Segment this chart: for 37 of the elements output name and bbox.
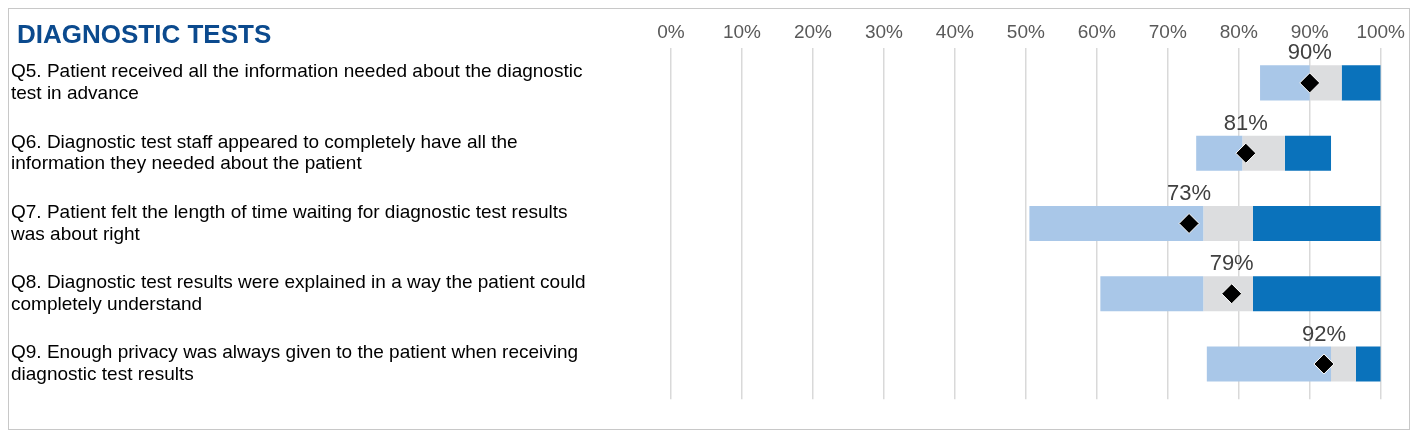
data-label: 90%: [1287, 39, 1332, 65]
point: [1313, 353, 1335, 375]
x-tick-label: 90%: [1290, 20, 1329, 42]
point: [1235, 142, 1257, 164]
x-tick-label: 10%: [722, 20, 762, 42]
x-tick-label: 0%: [657, 20, 685, 42]
bar: [1341, 65, 1381, 101]
x-tick-label: 70%: [1148, 20, 1187, 42]
bar: [1355, 346, 1381, 382]
x-tick-label: 100%: [1356, 20, 1406, 42]
bar: [1252, 276, 1381, 312]
x-tick-label: 80%: [1219, 20, 1258, 42]
bar: [1284, 135, 1332, 171]
x-tick-label: 40%: [935, 20, 974, 42]
y-tick-label: Q6. Diagnostic test staff appeared to completely have all the information they needed about the patient: [11, 130, 518, 174]
x-tick-label: 60%: [1077, 20, 1116, 42]
data-label: 81%: [1223, 109, 1268, 135]
data-label: 79%: [1209, 250, 1254, 276]
bar: [1029, 205, 1204, 242]
y-tick-label: Q5. Patient received all the information needed about the diagnostic test in advance: [11, 60, 583, 104]
text: DIAGNOSTIC TESTS: [17, 19, 272, 50]
bar: [1260, 65, 1310, 101]
bar: [1252, 205, 1381, 242]
bar: [1331, 346, 1356, 382]
y-tick-label: Q8. Diagnostic test results were explained in a way the patient could completely understand: [11, 271, 586, 314]
y-tick-label: Q9. Enough privacy was always given to the patient when receiving diagnostic test results: [11, 341, 579, 385]
point: [1178, 212, 1200, 234]
x-tick-label: 30%: [864, 20, 904, 42]
y-tick-label: Q7. Patient felt the length of time waiting for diagnostic test results was about right: [10, 200, 568, 244]
bar: [1196, 135, 1243, 171]
x-tick-label: 50%: [1006, 20, 1045, 42]
bar: [1100, 276, 1204, 312]
data-label: 92%: [1301, 320, 1346, 346]
x-tick-label: 20%: [793, 20, 833, 42]
data-label: 73%: [1167, 179, 1212, 205]
bar: [1206, 346, 1332, 382]
point: [1299, 72, 1321, 94]
